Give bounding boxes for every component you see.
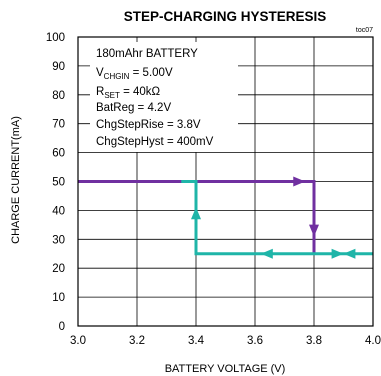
series-0-arrow-1 xyxy=(309,224,319,237)
x-tick-label: 3.6 xyxy=(247,335,263,347)
series-line-1 xyxy=(181,180,373,256)
annotation-line-3: RSET = 40kΩ xyxy=(96,86,161,100)
x-tick-label: 3.2 xyxy=(129,335,145,347)
annotation-box: 180mAhr BATTERY VCHGIN = 5.00V RSET = 40… xyxy=(90,42,238,152)
annotation-background xyxy=(90,42,238,152)
y-tick-label: 70 xyxy=(52,119,65,131)
annotation-line-2-rest: = 5.00V xyxy=(129,67,172,79)
figure-tag: toc07 xyxy=(356,27,373,34)
x-tick-label: 3.0 xyxy=(70,335,86,347)
annotation-line-4: BatReg = 4.2V xyxy=(96,102,171,114)
y-tick-label: 10 xyxy=(52,292,65,304)
y-tick-label: 20 xyxy=(52,263,65,275)
annotation-line-5: ChgStepRise = 3.8V xyxy=(96,119,201,131)
annotation-line-6: ChgStepHyst = 400mV xyxy=(96,136,214,148)
annotation-line-2-main: V xyxy=(96,67,104,79)
y-tick-label: 40 xyxy=(52,205,65,217)
series-1-arrow-1 xyxy=(331,248,344,259)
plot-frame xyxy=(77,36,374,327)
annotation-line-2-sub: CHGIN xyxy=(104,72,130,81)
x-axis-label: BATTERY VOLTAGE (V) xyxy=(165,363,286,375)
x-tick-labels: 3.0 3.2 3.4 3.6 3.8 4.0 xyxy=(70,335,381,347)
x-tick-label: 4.0 xyxy=(365,335,381,347)
x-tick-label: 3.4 xyxy=(188,335,205,347)
y-tick-label: 80 xyxy=(52,90,65,102)
annotation-line-3-rest: = 40kΩ xyxy=(120,86,161,98)
annotation-line-2: VCHGIN = 5.00V xyxy=(96,67,173,81)
y-tick-label: 100 xyxy=(46,32,65,44)
annotation-line-3-sub: SET xyxy=(104,91,120,100)
x-tick-label: 3.8 xyxy=(306,335,322,347)
y-tick-label: 0 xyxy=(59,321,65,333)
y-tick-label: 50 xyxy=(52,177,65,189)
series-layer xyxy=(78,176,373,259)
y-tick-label: 90 xyxy=(52,61,65,73)
y-axis-label: CHARGE CURRENT(mA) xyxy=(10,116,22,244)
series-0-arrow-0 xyxy=(293,176,306,187)
annotation-line-3-main: R xyxy=(96,86,104,98)
series-1-arrow-2 xyxy=(260,248,273,259)
y-tick-labels: 0 10 20 30 40 50 60 70 80 90 100 xyxy=(46,32,65,333)
chart-title: STEP-CHARGING HYSTERESIS xyxy=(124,9,327,24)
y-tick-label: 60 xyxy=(52,148,65,160)
series-1-arrow-0 xyxy=(343,248,356,259)
series-1-arrow-3 xyxy=(191,207,201,220)
y-tick-label: 30 xyxy=(52,234,65,246)
annotation-line-1: 180mAhr BATTERY xyxy=(96,48,198,60)
